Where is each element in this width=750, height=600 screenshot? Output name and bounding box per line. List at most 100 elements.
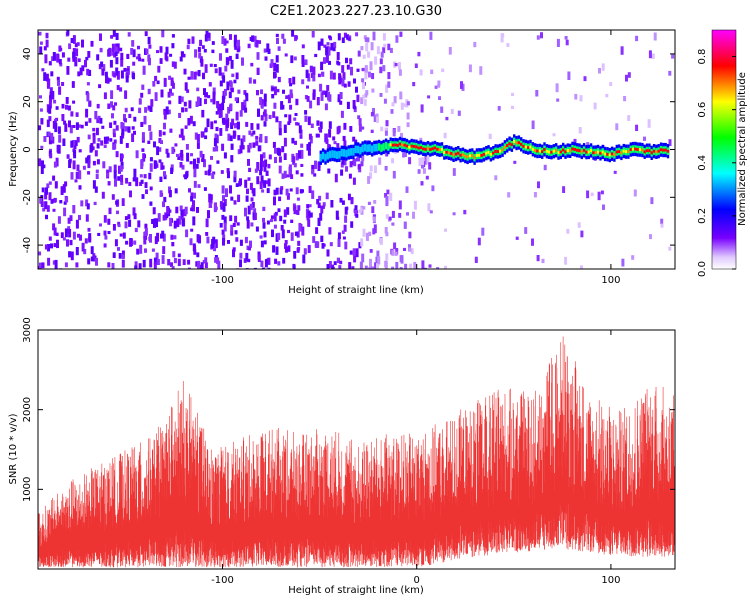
spectrogram-cell (159, 190, 163, 197)
spectrogram-cell (151, 248, 155, 252)
spectrogram-cell (95, 173, 99, 179)
spectrogram-cell (206, 118, 210, 128)
spectrogram-cell (262, 160, 265, 168)
spectrogram-cell (56, 55, 60, 63)
spectrogram-cell (223, 199, 227, 207)
ridge-cell (624, 150, 628, 154)
spectrogram-cell (134, 265, 138, 269)
spectrogram-cell (192, 121, 196, 127)
spectrogram-cell (648, 50, 652, 59)
spectrogram-cell (144, 31, 148, 37)
spectrogram-cell (99, 117, 103, 124)
spectrogram-cell (326, 85, 330, 91)
spectrogram-cell (92, 135, 96, 144)
spectrogram-cell (188, 100, 192, 109)
spectrogram-cell (49, 87, 53, 95)
spectrogram-cell (376, 250, 380, 259)
spectrogram-cell (309, 212, 313, 218)
spectrogram-cell (444, 265, 447, 269)
spectrogram-cell (262, 222, 266, 229)
spectrogram-cell (104, 71, 108, 78)
spectrogram-cell (148, 125, 152, 131)
spectrogram-cell (230, 155, 234, 163)
spectrogram-cell (74, 43, 78, 48)
spectrogram-cell (170, 77, 174, 86)
spectrogram-cell (127, 214, 131, 219)
ridge-cell (338, 151, 341, 159)
spectrogram-cell (85, 56, 89, 61)
ridge-cell (564, 150, 567, 154)
spectrogram-cell (260, 260, 264, 267)
spectrogram-cell (38, 262, 42, 269)
spectrogram-cell (75, 112, 79, 117)
spectrogram-cell (421, 260, 425, 269)
spectrogram-cell (94, 150, 98, 157)
spectrogram-cell (86, 82, 90, 86)
spectrogram-cell (341, 65, 345, 73)
ridge-cell (440, 148, 444, 151)
ridge-cell (366, 144, 369, 153)
spectrogram-cell (165, 106, 169, 115)
spectrogram-cell (70, 140, 74, 148)
ridge-cell (587, 150, 590, 154)
spectrogram-cell (166, 152, 170, 158)
spectrogram-cell (309, 65, 313, 73)
spectrogram-cell (259, 133, 263, 143)
spectrogram-cell (124, 221, 128, 229)
spectrogram-cell (284, 114, 288, 118)
ridge-cell (459, 153, 462, 157)
spectrogram-cell (189, 238, 193, 246)
spectrogram-cell (277, 46, 281, 51)
spectrogram-cell (342, 135, 346, 141)
spectrogram-cell (344, 215, 348, 223)
spectrogram-cell (143, 115, 147, 125)
spectrogram-cell (349, 126, 353, 132)
spectrogram-cell (144, 107, 148, 113)
spectrogram-cell (251, 202, 255, 208)
spectrogram-cell (53, 161, 57, 168)
ridge-cell (573, 148, 576, 151)
spectrogram-cell (371, 88, 375, 93)
spectrogram-cell (142, 71, 146, 75)
ridge-cell (345, 149, 348, 158)
ridge-cell (377, 143, 381, 151)
spectrogram-cell (229, 81, 233, 88)
spectrogram-cell (102, 64, 106, 71)
spectrogram-cell (267, 257, 271, 265)
spectrogram-cell (167, 109, 171, 115)
spectrogram-cell (218, 103, 222, 113)
spectrogram-cell (215, 126, 219, 132)
spectrogram-cell (153, 262, 157, 269)
spectrogram-cell (301, 226, 305, 236)
spectrogram-cell (68, 43, 72, 50)
spectrogram-cell (623, 96, 627, 102)
spectrogram-cell (162, 131, 166, 136)
spectrogram-cell (402, 152, 406, 158)
spectrogram-cell (357, 164, 361, 170)
spectrogram-cell (256, 90, 259, 96)
ridge-cell (380, 144, 383, 152)
spectrogram-cell (52, 260, 56, 265)
spectrogram-cell (142, 65, 146, 73)
spectrogram-cell (382, 47, 386, 54)
spectrogram-cell (241, 102, 245, 111)
spectrogram-cell (605, 93, 609, 98)
spectrogram-cell (142, 153, 146, 162)
colorbar-label: Normalized spectral amplitude (737, 72, 748, 226)
spectrogram-cell (109, 60, 113, 68)
spectrogram-cell (388, 216, 392, 221)
ridge-cell (629, 148, 632, 151)
spectrogram-cell (320, 205, 324, 214)
spectrogram-cell (38, 158, 42, 167)
spectrogram-cell (193, 192, 196, 199)
spectrogram-cell (359, 262, 363, 269)
spectrogram-cell (181, 135, 185, 141)
spectrogram-cell (364, 65, 368, 73)
spectrogram-cell (345, 166, 348, 172)
spectrogram-cell (53, 227, 57, 236)
spectrogram-cell (194, 49, 198, 58)
spectrogram-cell (233, 200, 237, 205)
spectrogram-cell (112, 133, 116, 138)
ridge-cell (501, 148, 504, 152)
spectrogram-cell (239, 178, 242, 185)
